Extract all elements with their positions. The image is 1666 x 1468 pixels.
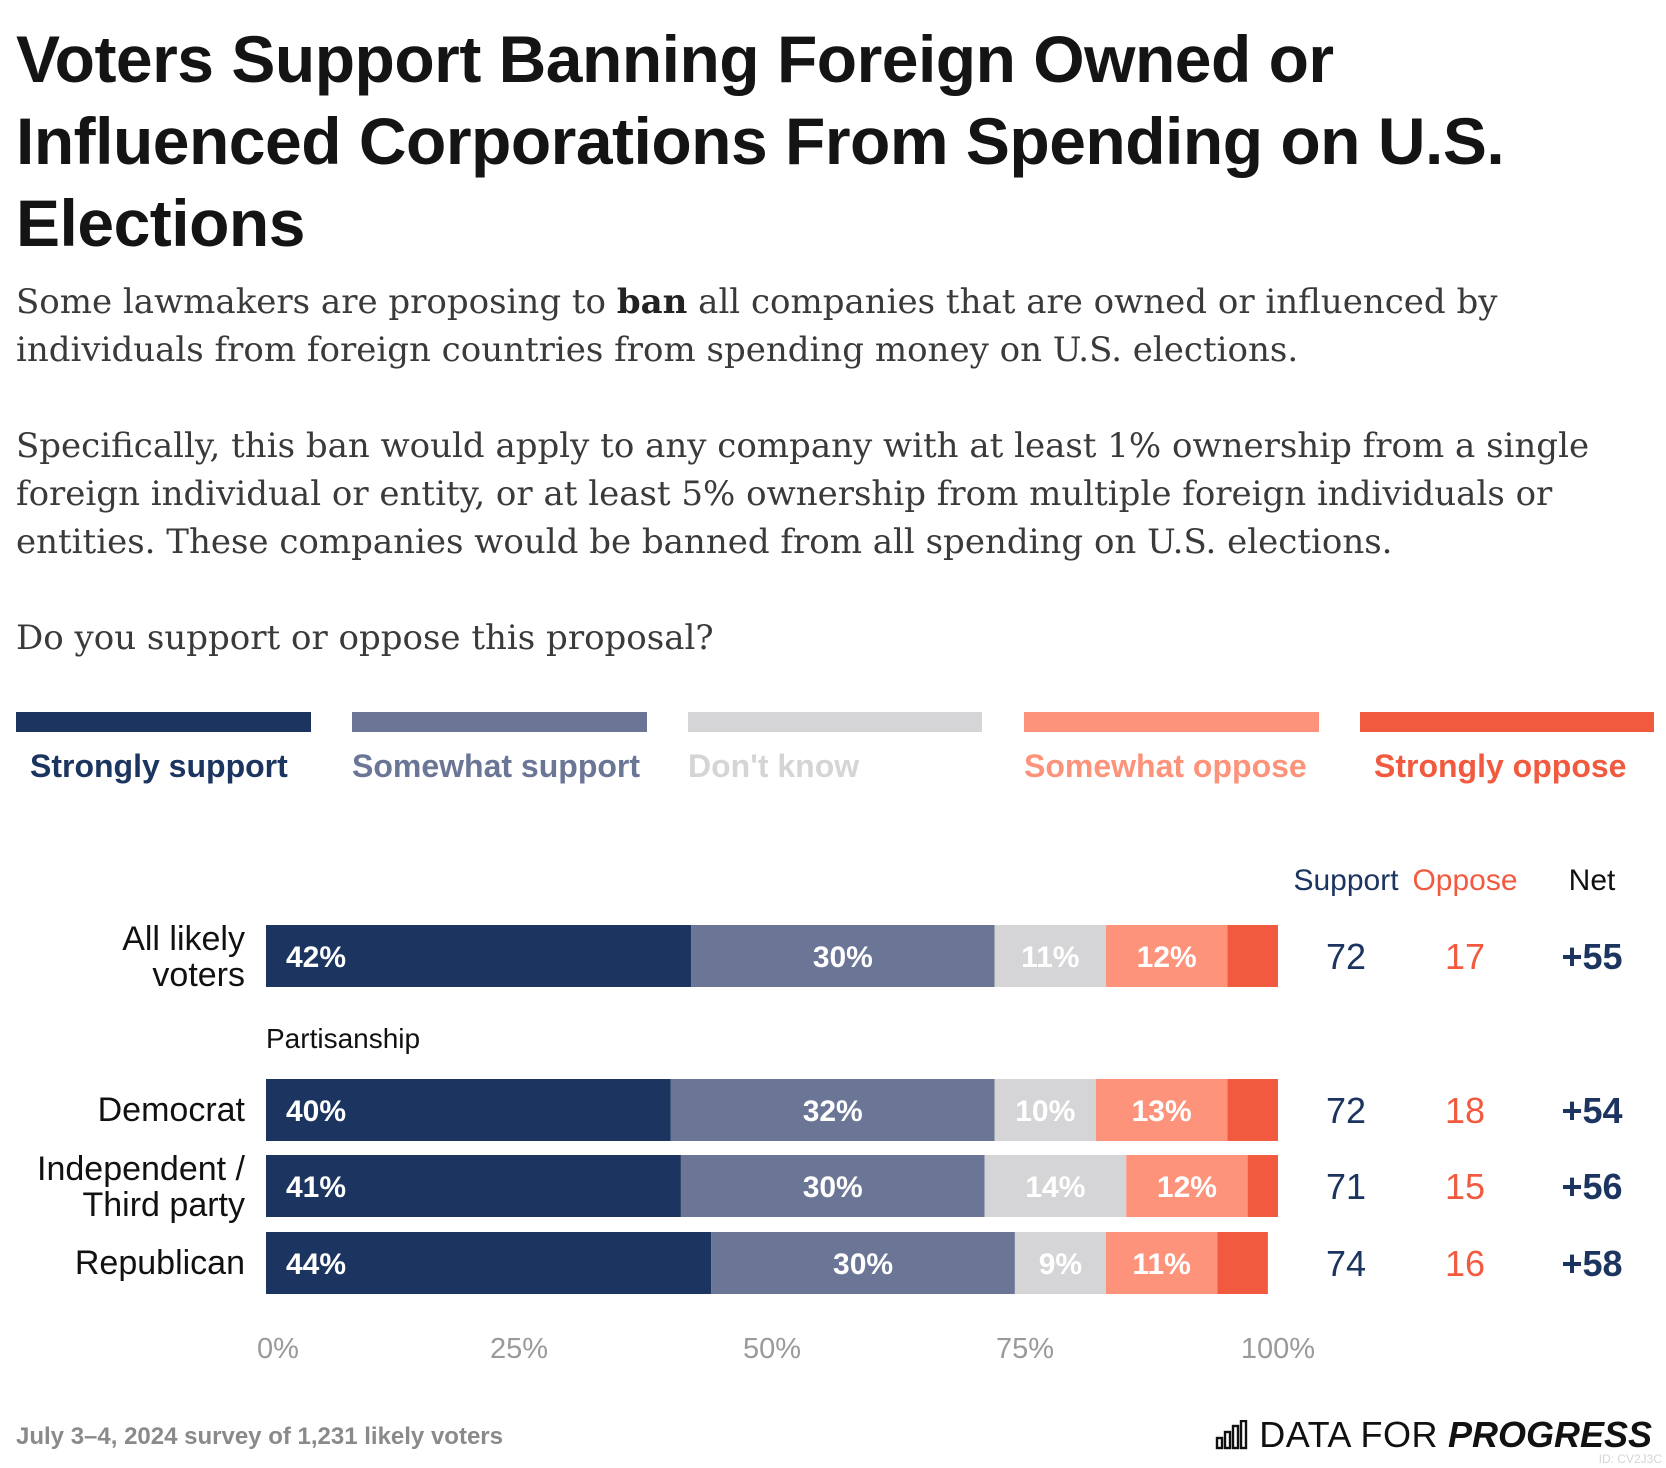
legend-item-somewhat-oppose: Somewhat oppose <box>1024 712 1319 788</box>
legend-label: Strongly oppose <box>1374 748 1627 784</box>
bar-segment-somewhat-support <box>711 1232 1015 1294</box>
bar-segment-somewhat-support <box>691 925 995 987</box>
data-label: 30% <box>813 941 873 974</box>
bar-segment-don-t-know <box>984 1155 1127 1217</box>
legend-item-dont-know: Don't know <box>688 712 982 788</box>
data-label: 30% <box>833 1248 893 1281</box>
category-label: Republican <box>75 1244 245 1282</box>
legend-swatch <box>1360 712 1654 732</box>
data-label: 30% <box>803 1171 863 1204</box>
legend-swatch <box>1024 712 1319 732</box>
survey-question: Do you support or oppose this proposal? <box>16 618 714 658</box>
bar-segment-strongly-support <box>266 1079 671 1141</box>
data-label: 32% <box>803 1095 863 1128</box>
data-label: 12% <box>1157 1171 1217 1204</box>
data-label: 12% <box>1137 941 1197 974</box>
brand-name-part-1: DATA FOR <box>1259 1414 1438 1455</box>
bar-segment-don-t-know <box>994 1079 1096 1141</box>
data-label: 9% <box>1039 1248 1082 1281</box>
net-total: +55 <box>1561 936 1622 977</box>
category-label: voters <box>152 956 245 994</box>
data-label: 41% <box>286 1171 346 1204</box>
survey-footnote: July 3–4, 2024 survey of 1,231 likely vo… <box>16 1423 503 1450</box>
oppose-total: 16 <box>1445 1243 1485 1284</box>
bar-segment-don-t-know <box>994 925 1106 987</box>
bar-segment-somewhat-oppose <box>1105 1232 1218 1294</box>
legend-swatch <box>688 712 982 732</box>
category-label: Democrat <box>98 1091 246 1129</box>
bar-segment-don-t-know <box>1014 1232 1106 1294</box>
legend-item-strongly-support: Strongly support <box>16 712 311 788</box>
net-total: +54 <box>1561 1090 1622 1131</box>
chart-title: Voters Support Banning Foreign Owned or … <box>16 22 1505 260</box>
bar-segment-strongly-support <box>266 1232 712 1294</box>
data-label: 11% <box>1021 941 1079 974</box>
net-total: +56 <box>1561 1166 1622 1207</box>
data-label: 42% <box>286 941 346 974</box>
intro-text: Some lawmakers are proposing to ban all … <box>16 278 1636 710</box>
bar-chart-icon <box>1216 1420 1248 1450</box>
x-tick-label: 75% <box>996 1333 1054 1365</box>
bar-segment-strongly-oppose <box>1227 925 1278 987</box>
column-header-oppose: Oppose <box>1412 864 1517 897</box>
bar-segment-strongly-oppose <box>1247 1155 1278 1217</box>
category-label: Independent / <box>37 1150 246 1188</box>
x-tick-label: 0% <box>257 1333 299 1365</box>
oppose-total: 18 <box>1445 1090 1485 1131</box>
column-header-net: Net <box>1569 864 1616 897</box>
bar-segment-somewhat-oppose <box>1095 1079 1228 1141</box>
support-total: 72 <box>1326 936 1366 977</box>
bar-segment-strongly-oppose <box>1227 1079 1278 1141</box>
x-tick-label: 50% <box>743 1333 801 1365</box>
oppose-total: 17 <box>1445 936 1485 977</box>
category-label: All likely <box>122 920 245 958</box>
chart-id-watermark: ID: CV2J3C <box>1598 1452 1662 1466</box>
group-label-partisanship: Partisanship <box>266 1023 420 1054</box>
support-total: 71 <box>1326 1166 1366 1207</box>
oppose-total: 15 <box>1445 1166 1485 1207</box>
bar-segment-strongly-support <box>266 925 692 987</box>
intro-paragraph-1: Some lawmakers are proposing to ban all … <box>16 282 1498 370</box>
brand-logo: DATA FOR PROGRESS <box>1215 1414 1652 1456</box>
legend-item-strongly-oppose: Strongly oppose <box>1360 712 1654 788</box>
legend-label: Somewhat oppose <box>1024 748 1307 784</box>
data-label: 14% <box>1025 1171 1085 1204</box>
bar-segment-strongly-support <box>266 1155 681 1217</box>
data-label: 10% <box>1015 1095 1075 1128</box>
brand-name-part-2: PROGRESS <box>1447 1414 1652 1455</box>
data-label: 13% <box>1132 1095 1192 1128</box>
support-total: 72 <box>1326 1090 1366 1131</box>
data-label: 44% <box>286 1248 346 1281</box>
bar-segment-somewhat-oppose <box>1105 925 1228 987</box>
net-total: +58 <box>1561 1243 1622 1284</box>
legend-item-somewhat-support: Somewhat support <box>352 712 647 788</box>
data-label: 40% <box>286 1095 346 1128</box>
bar-segment-somewhat-oppose <box>1126 1155 1248 1217</box>
intro-paragraph-2: Specifically, this ban would apply to an… <box>16 426 1590 562</box>
column-header-support: Support <box>1293 864 1399 897</box>
legend-label: Strongly support <box>30 748 288 784</box>
legend-label: Somewhat support <box>352 748 641 784</box>
bar-segment-somewhat-support <box>680 1155 985 1217</box>
bar-segment-somewhat-support <box>670 1079 995 1141</box>
x-tick-label: 25% <box>490 1333 548 1365</box>
stacked-bar-chart: Support Oppose Net Partisanship All likelyvo… <box>37 864 1623 1365</box>
support-total: 74 <box>1326 1243 1366 1284</box>
category-label: Third party <box>83 1186 246 1224</box>
x-tick-label: 100% <box>1241 1333 1315 1365</box>
bar-segment-strongly-oppose <box>1217 1232 1268 1294</box>
legend-swatch <box>16 712 311 732</box>
legend-label: Don't know <box>688 748 860 784</box>
legend-swatch <box>352 712 647 732</box>
data-label: 11% <box>1132 1248 1190 1281</box>
